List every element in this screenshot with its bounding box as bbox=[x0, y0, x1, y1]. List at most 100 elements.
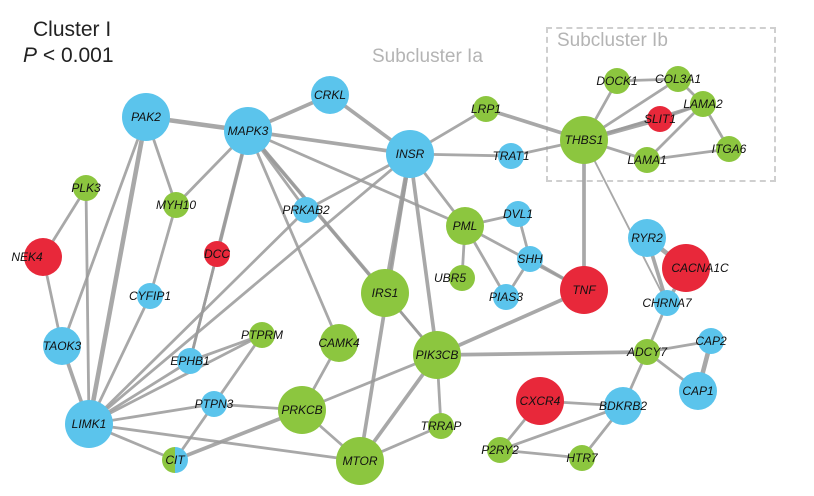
node-limk1: LIMK1 bbox=[65, 400, 113, 448]
node-circle bbox=[137, 283, 163, 309]
node-chrna7: CHRNA7 bbox=[642, 290, 693, 316]
node-tnf: TNF bbox=[560, 266, 608, 314]
node-circle bbox=[43, 327, 81, 365]
node-insr: INSR bbox=[386, 130, 434, 178]
edge-pak2-limk1 bbox=[86, 114, 149, 427]
node-label: LRP1 bbox=[471, 102, 501, 116]
node-circle-right bbox=[175, 447, 188, 473]
node-label: PML bbox=[453, 219, 478, 233]
node-circle bbox=[634, 339, 660, 365]
node-label: CHRNA7 bbox=[642, 296, 693, 310]
node-label: DCC bbox=[204, 247, 230, 261]
node-slit1: SLIT1 bbox=[644, 106, 676, 132]
node-ptprm: PTPRM bbox=[241, 322, 283, 348]
node-circle bbox=[320, 324, 358, 362]
node-label: CAP1 bbox=[682, 384, 713, 398]
node-label: CRKL bbox=[314, 88, 346, 102]
node-circle bbox=[201, 391, 227, 417]
node-circle bbox=[24, 238, 62, 276]
node-circle bbox=[487, 437, 513, 463]
node-label: LAMA1 bbox=[627, 153, 666, 167]
node-label: PAK2 bbox=[131, 110, 161, 124]
node-cap2: CAP2 bbox=[695, 328, 727, 354]
edge-thbs1-chrna7 bbox=[583, 139, 668, 304]
node-cyfip1: CYFIP1 bbox=[129, 283, 171, 309]
node-plk3: PLK3 bbox=[71, 175, 101, 201]
node-camk4: CAMK4 bbox=[318, 324, 360, 362]
node-lrp1: LRP1 bbox=[471, 96, 501, 122]
edge-mapk3-pml bbox=[246, 129, 467, 228]
node-label: MTOR bbox=[342, 454, 377, 468]
node-pak2: PAK2 bbox=[122, 93, 170, 141]
edge-pik3cb-adcy7 bbox=[435, 350, 649, 357]
subcluster-ia-label: Subcluster Ia bbox=[372, 46, 483, 67]
node-col3a1: COL3A1 bbox=[655, 66, 701, 92]
node-circle bbox=[293, 197, 319, 223]
p-value-text: < 0.001 bbox=[37, 44, 114, 67]
node-circle bbox=[505, 201, 531, 227]
cluster-title: Cluster I bbox=[33, 18, 112, 41]
node-ubr5: UBR5 bbox=[434, 265, 475, 291]
node-circle bbox=[311, 76, 349, 114]
node-bdkrb2: BDKRB2 bbox=[599, 387, 647, 425]
node-circle bbox=[65, 400, 113, 448]
node-circle bbox=[122, 93, 170, 141]
node-circle bbox=[428, 413, 454, 439]
edge-mapk3-camk4 bbox=[246, 129, 341, 345]
node-myh10: MYH10 bbox=[156, 192, 196, 218]
node-label: ITGA6 bbox=[712, 142, 747, 156]
node-ptpn3: PTPN3 bbox=[195, 391, 234, 417]
node-label: MAPK3 bbox=[228, 124, 269, 138]
node-label: MYH10 bbox=[156, 198, 196, 212]
edge-myh10-cyfip1 bbox=[148, 203, 178, 298]
node-circle bbox=[654, 290, 680, 316]
node-label: LAMA2 bbox=[683, 97, 723, 111]
node-label: EPHB1 bbox=[170, 354, 209, 368]
node-label: SLIT1 bbox=[644, 112, 676, 126]
node-label: INSR bbox=[396, 147, 425, 161]
node-label: CAP2 bbox=[695, 334, 727, 348]
node-circle bbox=[516, 377, 564, 425]
node-circle bbox=[177, 348, 203, 374]
node-circle bbox=[249, 322, 275, 348]
node-label: PTPN3 bbox=[195, 397, 234, 411]
node-label: RYR2 bbox=[631, 231, 663, 245]
node-itga6: ITGA6 bbox=[712, 136, 747, 162]
node-circle bbox=[665, 66, 691, 92]
node-label: THBS1 bbox=[565, 133, 604, 147]
node-trrap: TRRAP bbox=[421, 413, 461, 439]
node-label: PIK3CB bbox=[416, 348, 459, 362]
node-mapk3: MAPK3 bbox=[224, 107, 272, 155]
node-dvl1: DVL1 bbox=[503, 201, 533, 227]
p-letter: P bbox=[23, 44, 38, 67]
node-circle bbox=[204, 241, 230, 267]
node-circle bbox=[224, 107, 272, 155]
node-label: PRKCB bbox=[281, 403, 322, 417]
node-label: UBR5 bbox=[434, 271, 466, 285]
node-dcc: DCC bbox=[204, 241, 230, 267]
node-label: LIMK1 bbox=[72, 417, 107, 431]
node-p2ry2: P2RY2 bbox=[481, 437, 519, 463]
node-label: CIT bbox=[165, 453, 186, 467]
edge-insr-pik3cb bbox=[408, 152, 439, 357]
edge-ptprm-limk1 bbox=[87, 333, 264, 426]
node-label: PRKAB2 bbox=[282, 203, 330, 217]
edge-lama1-itga6 bbox=[645, 147, 731, 162]
node-trat1: TRAT1 bbox=[492, 143, 530, 169]
node-circle bbox=[679, 372, 717, 410]
node-pias3: PIAS3 bbox=[489, 284, 523, 310]
node-label: DOCK1 bbox=[596, 74, 637, 88]
node-htr7: HTR7 bbox=[566, 445, 599, 471]
node-label: PLK3 bbox=[71, 181, 101, 195]
node-label: CXCR4 bbox=[520, 394, 561, 408]
node-thbs1: THBS1 bbox=[560, 116, 608, 164]
edge-bdkrb2-p2ry2 bbox=[498, 404, 625, 452]
node-shh: SHH bbox=[517, 246, 543, 272]
node-label: TAOK3 bbox=[43, 339, 82, 353]
node-taok3: TAOK3 bbox=[43, 327, 82, 365]
node-label: NEK4 bbox=[11, 250, 43, 264]
edge-mapk3-insr bbox=[246, 129, 412, 156]
node-label: ADCY7 bbox=[626, 345, 668, 359]
node-pik3cb: PIK3CB bbox=[413, 331, 461, 379]
node-circle bbox=[569, 445, 595, 471]
